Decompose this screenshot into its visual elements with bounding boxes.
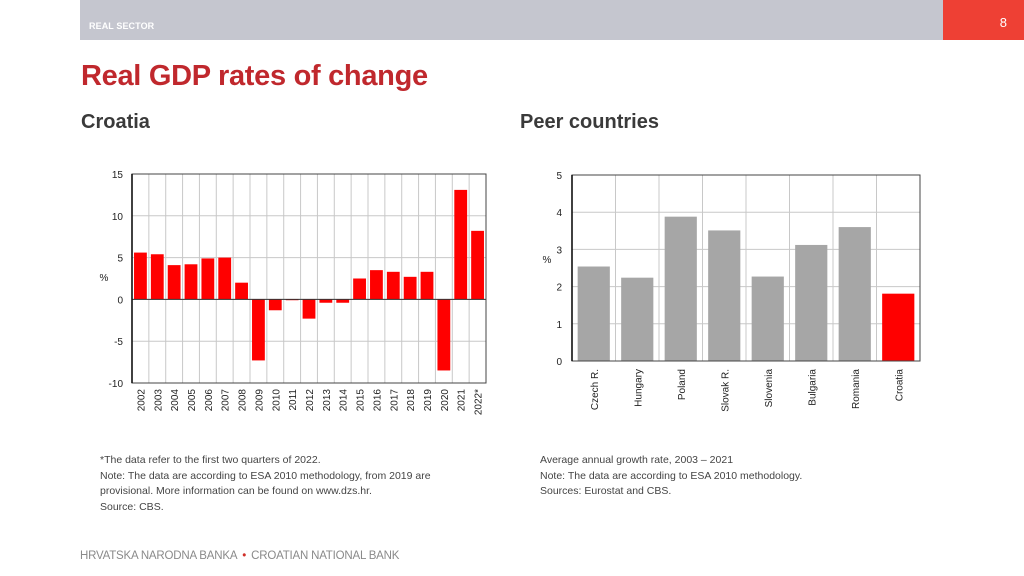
bar-2020 — [437, 299, 451, 371]
x-tick-label: 2008 — [238, 389, 249, 412]
bar-slovak-r- — [708, 230, 741, 361]
x-tick-label: 2012 — [305, 389, 316, 412]
x-tick-label: 2018 — [406, 389, 417, 412]
slide-title: Real GDP rates of change — [81, 60, 428, 92]
x-tick-label: Bulgaria — [807, 369, 818, 406]
x-tick-label: 2009 — [254, 389, 265, 412]
y-tick-label: 5 — [556, 171, 562, 182]
x-tick-label: 2007 — [221, 389, 232, 412]
bar-2008 — [235, 282, 248, 300]
bar-2012 — [302, 299, 316, 319]
footer-bank-name-en: CROATIAN NATIONAL BANK — [251, 550, 400, 562]
x-tick-label: Romania — [851, 369, 862, 409]
bar-2019 — [420, 271, 434, 300]
bar-2013 — [319, 299, 333, 303]
note-line: Note: The data are according to ESA 2010… — [100, 469, 431, 482]
x-tick-label: 2002 — [136, 389, 147, 412]
bar-croatia — [882, 293, 915, 361]
x-tick-label: 2005 — [187, 389, 198, 412]
right-subtitle: Peer countries — [520, 111, 659, 133]
y-tick-label: 2 — [556, 283, 562, 294]
note-line: Sources: Eurostat and CBS. — [540, 485, 672, 497]
bar-2006 — [201, 258, 215, 300]
x-tick-label: 2014 — [339, 389, 350, 412]
bar-poland — [664, 216, 697, 361]
bar-2015 — [353, 278, 366, 300]
bar-2009 — [252, 299, 265, 361]
footer-logo: HRVATSKA NARODNA BANKA • CROATIAN NATIONAL… — [80, 550, 399, 562]
bar-2010 — [268, 299, 282, 311]
header-bar — [80, 0, 943, 40]
footer-separator: • — [242, 550, 247, 562]
bar-2022- — [471, 230, 484, 300]
x-tick-label: 2006 — [204, 389, 215, 412]
y-tick-label: 4 — [556, 208, 562, 219]
y-tick-label: 5 — [117, 254, 123, 265]
note-line: Source: CBS. — [100, 500, 164, 513]
bar-2017 — [386, 271, 400, 300]
x-tick-label: 2022* — [474, 389, 485, 415]
bar-slovenia — [751, 276, 784, 361]
y-axis-label: % — [100, 273, 109, 284]
y-tick-label: 10 — [112, 212, 124, 223]
right-notes: Average annual growth rate, 2003 – 2021 … — [540, 453, 802, 500]
x-tick-label: 2020 — [440, 389, 451, 412]
x-tick-label: 2004 — [170, 389, 181, 412]
x-tick-label: 2017 — [389, 389, 400, 412]
footer-bank-name-hr: HRVATSKA NARODNA BANKA — [80, 550, 238, 562]
y-tick-label: 15 — [112, 170, 124, 181]
bar-2005 — [184, 264, 198, 300]
y-axis-label: % — [543, 255, 552, 266]
y-tick-label: -10 — [109, 379, 124, 390]
x-tick-label: Czech R. — [590, 369, 601, 410]
y-tick-label: 1 — [556, 320, 562, 331]
x-tick-label: 2013 — [322, 389, 333, 412]
bar-2007 — [218, 257, 232, 300]
bar-2018 — [403, 276, 417, 300]
x-tick-label: 2010 — [271, 389, 282, 412]
bar-romania — [838, 227, 871, 361]
x-tick-label: 2016 — [372, 389, 383, 412]
x-tick-label: 2003 — [153, 389, 164, 412]
x-tick-label: 2015 — [356, 389, 367, 412]
bar-2016 — [370, 270, 383, 300]
y-tick-label: 0 — [556, 357, 562, 368]
note-line: Average annual growth rate, 2003 – 2021 — [540, 454, 734, 466]
bar-czech-r- — [577, 266, 610, 361]
y-tick-label: 0 — [117, 295, 123, 306]
x-tick-label: 2021 — [457, 389, 468, 412]
x-tick-label: 2019 — [423, 389, 434, 412]
y-tick-label: -5 — [114, 337, 123, 348]
note-line: *The data refer to the first two quarter… — [100, 454, 321, 466]
x-tick-label: Slovenia — [764, 369, 775, 408]
bar-2004 — [167, 265, 181, 300]
x-tick-label: Croatia — [894, 369, 905, 402]
bar-bulgaria — [795, 244, 828, 361]
bar-2002 — [134, 252, 147, 300]
x-tick-label: 2011 — [288, 389, 299, 411]
bar-2021 — [454, 189, 468, 300]
bar-2014 — [336, 299, 350, 303]
y-tick-label: 3 — [556, 245, 562, 256]
x-tick-label: Slovak R. — [720, 369, 731, 412]
bar-2003 — [150, 254, 164, 300]
bar-hungary — [621, 277, 654, 361]
section-label: REAL SECTOR — [89, 21, 155, 31]
page-number-box: 8 — [943, 0, 1024, 40]
note-line: provisional. More information can be fou… — [100, 485, 372, 497]
left-subtitle: Croatia — [81, 111, 150, 133]
page-number: 8 — [999, 15, 1007, 30]
left-notes: *The data refer to the first two quarter… — [100, 453, 431, 515]
x-tick-label: Hungary — [633, 369, 644, 407]
note-line: Note: The data are according to ESA 2010… — [540, 469, 803, 482]
x-tick-label: Poland — [677, 369, 688, 400]
